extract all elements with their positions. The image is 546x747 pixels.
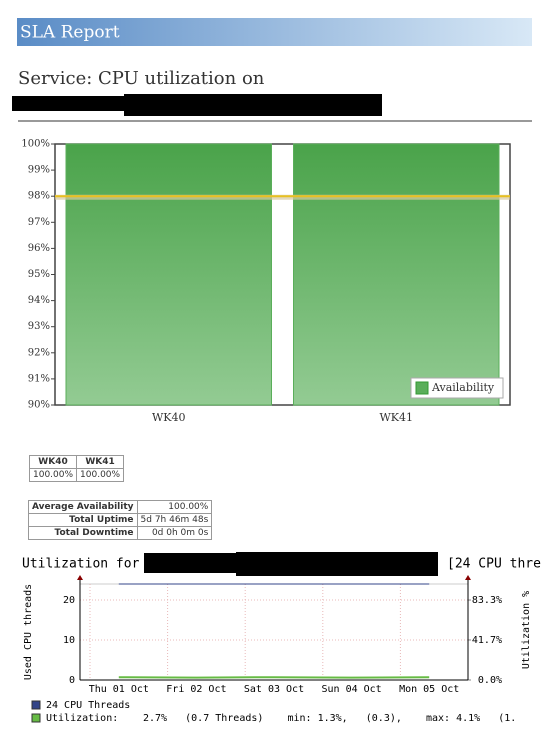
legend-box — [410, 377, 504, 399]
x-tick-label: WK41 — [379, 411, 413, 424]
y-axis-label: Used CPU threads — [23, 584, 34, 680]
y-tick-label: 0 — [69, 675, 75, 686]
y2-tick-label: 41.7% — [472, 635, 502, 646]
cell: 5d 7h 46m 48s — [136, 513, 213, 527]
y-tick-label: 98% — [28, 191, 50, 202]
legend-swatch — [31, 713, 41, 723]
y-tick-label: 20 — [63, 595, 75, 606]
legend-swatch — [31, 700, 41, 710]
legend-swatch — [415, 381, 429, 395]
y-tick-label: 96% — [28, 243, 50, 254]
availability-table: WK40 WK41 100.00% 100.00% — [28, 455, 125, 482]
header-title: SLA Report — [20, 23, 120, 43]
x-tick-label: WK40 — [152, 411, 186, 424]
axis-arrow — [465, 575, 471, 580]
service-heading: Service: CPU utilization on — [18, 68, 265, 89]
y2-axis-label: Utilization % — [521, 591, 532, 669]
axis-arrow — [77, 575, 83, 580]
row-header: Total Uptime — [28, 513, 138, 527]
legend-label: Utilization: — [46, 713, 118, 724]
x-tick-label: Fri 02 Oct — [166, 684, 226, 695]
legend-label: Availability — [431, 381, 495, 394]
legend-label: 24 CPU Threads — [46, 700, 130, 711]
bar — [65, 143, 272, 406]
x-tick-label: Sat 03 Oct — [244, 684, 304, 695]
chart-title: Utilization for — [22, 557, 140, 572]
redaction — [12, 96, 124, 111]
row-header: Total Downtime — [28, 526, 138, 540]
cell: 100.00% — [28, 468, 78, 482]
x-tick-label: Sun 04 Oct — [321, 684, 381, 695]
x-tick-label: Mon 05 Oct — [399, 684, 459, 695]
y-tick-label: 99% — [28, 165, 50, 176]
redaction — [124, 94, 382, 116]
row-header: Average Availability — [28, 500, 138, 514]
redaction — [144, 553, 236, 573]
summary-table: Average Availability 100.00% Total Uptime… — [28, 500, 213, 540]
utilization-chart: Utilization for [24 CPU thre Used CPU thre… — [22, 557, 541, 725]
y2-tick-label: 83.3% — [472, 595, 502, 606]
y-tick-label: 94% — [28, 295, 50, 306]
plot-area — [79, 583, 469, 681]
y-tick-label: 90% — [28, 400, 50, 411]
legend-stats: 2.7% (0.7 Threads) min: 1.3%, (0.3), max… — [143, 713, 516, 724]
y-tick-label: 95% — [28, 269, 50, 280]
y-tick-label: 97% — [28, 217, 50, 228]
cell: 100.00% — [76, 468, 125, 482]
y2-tick-label: 0.0% — [478, 675, 502, 686]
y-tick-label: 10 — [63, 635, 75, 646]
y-tick-label: 100% — [21, 139, 50, 150]
col-header: WK41 — [76, 455, 125, 469]
bar — [293, 143, 500, 406]
y-tick-label: 91% — [28, 373, 50, 384]
x-tick-label: Thu 01 Oct — [89, 684, 149, 695]
col-header: WK40 — [28, 455, 78, 469]
cell: 100.00% — [136, 500, 213, 514]
y-tick-label: 93% — [28, 321, 50, 332]
availability-chart: 90% 91% 92% 93% 94% 95% 96% 97% 98% 99% 100% WK40 WK… — [21, 139, 511, 424]
y-tick-label: 92% — [28, 347, 50, 358]
redaction — [236, 552, 438, 576]
cell: 0d 0h 0m 0s — [136, 526, 213, 540]
chart-title-suffix: [24 CPU thre — [447, 557, 541, 572]
header-bar — [17, 18, 532, 46]
